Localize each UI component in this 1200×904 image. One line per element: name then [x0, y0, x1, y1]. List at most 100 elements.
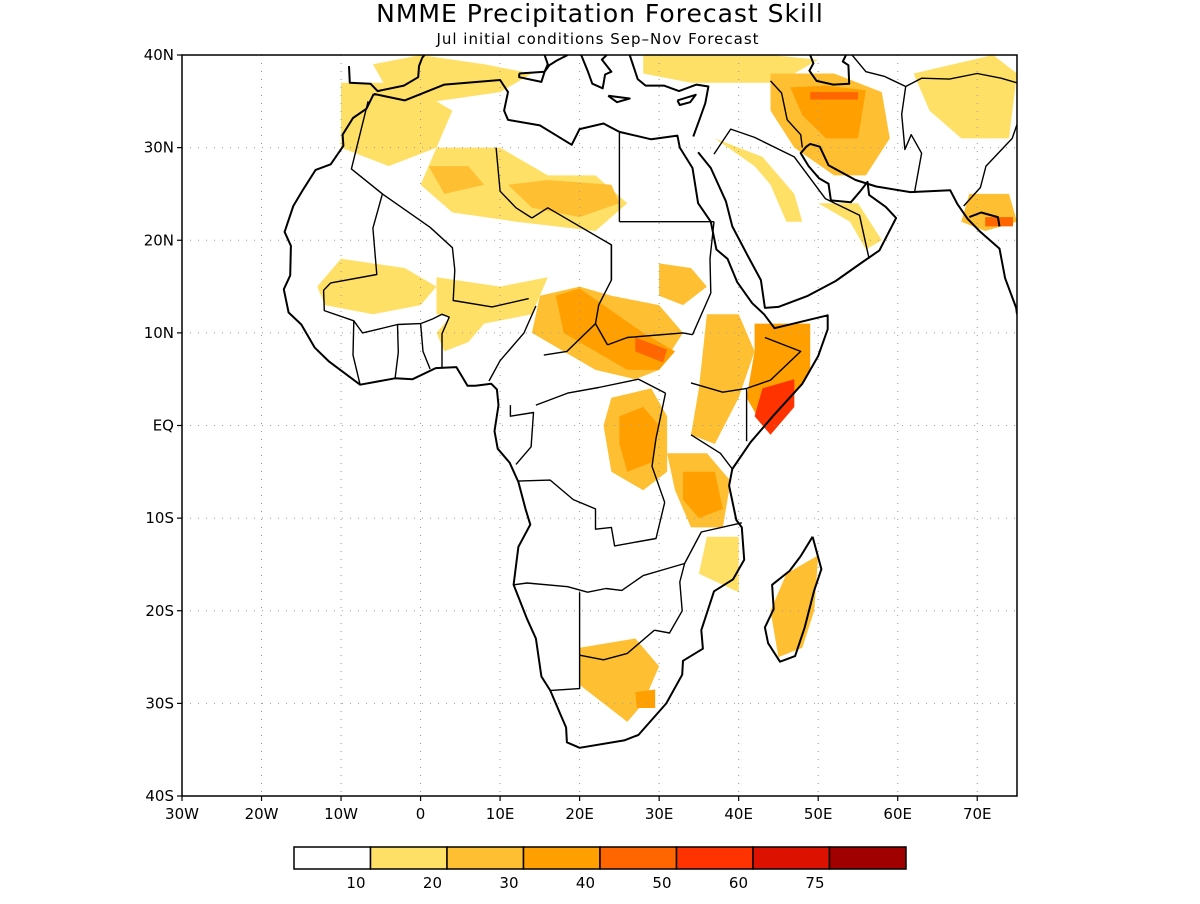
legend-label: 30	[499, 874, 518, 892]
skill-region-arabia-east	[818, 203, 882, 250]
y-tick-label: 20N	[144, 231, 174, 249]
y-tick-label: 40N	[144, 46, 174, 64]
coastline-greece	[580, 55, 613, 90]
border-botswana-south-africa	[579, 629, 655, 661]
chart-subtitle: Jul initial conditions Sep–Nov Forecast	[435, 30, 759, 48]
border-saudi-borders	[713, 128, 870, 259]
x-tick-label: 70E	[963, 805, 992, 823]
y-tick-label: 10S	[145, 509, 174, 527]
y-tick-label: 30S	[145, 694, 174, 712]
border-iran-afghanistan-pakistan	[901, 86, 923, 194]
skill-region-lesotho	[635, 689, 656, 708]
border-gabon-congo	[509, 405, 535, 465]
coastlines	[282, 55, 1017, 749]
legend-label: 50	[652, 874, 671, 892]
y-tick-label: 40S	[145, 787, 174, 805]
legend-label: 60	[729, 874, 748, 892]
skill-region-mozambique-north	[698, 536, 739, 593]
border-nigeria-cameroon	[488, 305, 537, 382]
coastline-caspian	[808, 55, 851, 86]
skill-region-tanzania-core	[683, 471, 723, 519]
border-angola-namibia	[513, 582, 607, 593]
legend-swatch	[675, 846, 754, 870]
y-tick-label: EQ	[153, 417, 174, 435]
legend-swatch	[369, 846, 448, 870]
coastline-mediterranean-north	[628, 55, 710, 137]
border-drc-angola-zambia	[517, 479, 666, 547]
border-ethiopia-kenya-somalia	[690, 336, 802, 393]
border-sudan-south-sudan	[607, 332, 693, 346]
coastline-madagascar	[763, 536, 823, 663]
skill-region-ethiopia-kenya	[691, 314, 755, 444]
legend-swatch	[522, 846, 601, 870]
border-namibia-south-africa	[550, 655, 581, 692]
border-uganda-drc	[651, 392, 667, 503]
skill-region-central-asia	[913, 55, 1017, 139]
legend-swatch	[446, 846, 525, 870]
border-car-drc	[535, 378, 666, 406]
y-tick-label: 30N	[144, 139, 174, 157]
border-mozambique-tanzania	[683, 522, 742, 564]
skill-region-south-sudan-hotspot	[635, 337, 668, 363]
x-tick-label: 0	[416, 805, 426, 823]
border-west-africa-4	[419, 323, 431, 370]
coastline-sri-lanka-west-india	[968, 211, 1001, 227]
map-area	[182, 55, 1017, 796]
x-tick-label: 10E	[486, 805, 515, 823]
country-borders	[322, 55, 1017, 692]
legend-swatch	[752, 846, 831, 870]
legend-swatch	[828, 846, 907, 870]
skill-shading-layer	[317, 55, 1017, 722]
skill-region-mediterranean-north	[372, 55, 532, 102]
skill-region-madagascar	[770, 555, 819, 658]
skill-region-congo-core	[619, 407, 660, 472]
border-chad-car	[543, 323, 596, 356]
border-algeria-mali	[381, 193, 456, 270]
x-tick-label: 30E	[645, 805, 674, 823]
skill-region-southern-africa	[579, 638, 660, 722]
y-tick-label: 10N	[144, 324, 174, 342]
legend-swatch	[599, 846, 678, 870]
coastline-arabia	[697, 142, 1017, 315]
border-mauritania-mali	[330, 101, 384, 284]
x-tick-label: 10W	[324, 805, 358, 823]
legend-label: 75	[805, 874, 824, 892]
x-tick-label: 40E	[724, 805, 753, 823]
x-tick-label: 60E	[883, 805, 912, 823]
skill-region-libya-egypt	[508, 180, 620, 218]
skill-region-algeria-core	[428, 166, 485, 194]
coastline-cyprus	[676, 93, 697, 106]
border-kenya-tanzania	[690, 434, 733, 470]
border-west-africa-2	[352, 320, 361, 385]
legend-label: 20	[423, 874, 442, 892]
border-zimbabwe-mozambique	[654, 563, 686, 634]
coastline-africa	[282, 79, 829, 749]
x-tick-label: 30W	[165, 805, 199, 823]
skill-region-somalia-hotspot	[754, 379, 795, 435]
skill-region-nigeria-south	[436, 314, 485, 352]
border-chad-sudan	[594, 244, 613, 346]
chart-title: NMME Precipitation Forecast Skill	[376, 0, 824, 28]
coastline-sicily	[518, 70, 546, 83]
y-tick-label: 20S	[145, 602, 174, 620]
border-iraq-iran	[769, 80, 803, 148]
border-algeria-libya	[495, 147, 533, 219]
latitude-axis: 40N 30N 20N 10N EQ 10S 20S 30S 40S	[144, 46, 182, 805]
coastline-crete	[607, 94, 631, 104]
legend-label: 40	[576, 874, 595, 892]
border-sudan-ethiopia	[691, 221, 715, 335]
border-west-africa-3	[394, 324, 399, 379]
skill-region-arabia-west	[714, 138, 803, 222]
x-tick-label: 20E	[565, 805, 594, 823]
x-tick-label: 50E	[804, 805, 833, 823]
skill-region-sudan-north	[659, 263, 707, 306]
border-pakistan-india	[963, 124, 1017, 207]
border-central-asia-borders	[851, 55, 1017, 88]
border-zambia-zimbabwe	[605, 562, 685, 592]
border-niger-nigeria	[452, 269, 529, 308]
coastline-italy-sicily	[543, 55, 569, 73]
colorbar-legend: 10 20 30 40 50 60 75	[293, 846, 907, 892]
skill-region-iran-hotspot	[810, 92, 858, 100]
coastline-iberia	[348, 55, 426, 93]
